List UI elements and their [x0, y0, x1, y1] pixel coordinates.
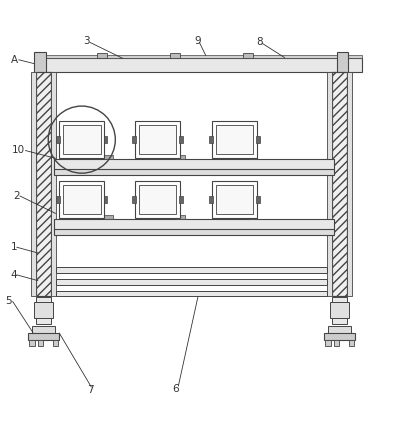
Bar: [54, 169, 334, 175]
Bar: [216, 125, 253, 155]
Bar: [34, 52, 46, 75]
Bar: [325, 340, 331, 346]
Bar: [135, 121, 180, 158]
Text: 9: 9: [194, 36, 201, 46]
Bar: [104, 215, 113, 219]
Bar: [104, 136, 107, 144]
Text: 7: 7: [87, 385, 93, 396]
Bar: [54, 219, 334, 230]
Bar: [56, 291, 327, 296]
Bar: [332, 72, 347, 296]
Bar: [330, 303, 349, 318]
Bar: [176, 215, 185, 219]
Bar: [327, 72, 332, 296]
Bar: [256, 136, 260, 144]
Bar: [256, 196, 260, 203]
Bar: [249, 215, 257, 219]
Bar: [36, 72, 51, 296]
Bar: [209, 196, 213, 203]
Bar: [332, 72, 347, 296]
Text: 2: 2: [13, 191, 20, 201]
Bar: [29, 333, 59, 340]
Bar: [349, 340, 354, 346]
Bar: [209, 136, 213, 144]
Bar: [32, 326, 55, 333]
Bar: [51, 72, 56, 296]
Bar: [63, 125, 101, 155]
Bar: [179, 136, 183, 144]
Text: 6: 6: [172, 384, 179, 394]
Text: 5: 5: [6, 296, 12, 306]
Bar: [56, 196, 60, 203]
Bar: [328, 326, 351, 333]
Bar: [53, 340, 58, 346]
Bar: [337, 52, 348, 75]
Text: 1: 1: [11, 242, 17, 252]
Bar: [170, 53, 180, 58]
Bar: [56, 136, 60, 144]
Text: A: A: [11, 54, 18, 65]
Bar: [104, 155, 113, 159]
Bar: [216, 185, 253, 214]
Bar: [347, 72, 352, 296]
Bar: [59, 121, 105, 158]
Bar: [139, 185, 176, 214]
Bar: [36, 58, 362, 72]
Text: 8: 8: [256, 37, 263, 47]
Bar: [54, 159, 334, 170]
Bar: [63, 185, 101, 214]
Bar: [135, 181, 180, 218]
Bar: [36, 54, 362, 58]
Bar: [212, 181, 257, 218]
Bar: [34, 303, 53, 318]
Bar: [132, 136, 136, 144]
Bar: [139, 125, 176, 155]
Bar: [56, 279, 327, 285]
Bar: [36, 297, 51, 324]
Bar: [56, 267, 327, 273]
Bar: [29, 340, 34, 346]
Bar: [36, 72, 51, 296]
Bar: [176, 155, 185, 159]
Bar: [332, 297, 347, 324]
Bar: [334, 340, 339, 346]
Bar: [54, 229, 334, 235]
Bar: [59, 181, 105, 218]
Bar: [97, 53, 107, 58]
Bar: [179, 196, 183, 203]
Bar: [244, 53, 253, 58]
Bar: [104, 196, 107, 203]
Text: 3: 3: [84, 36, 90, 46]
Bar: [249, 155, 257, 159]
Bar: [324, 333, 355, 340]
Bar: [38, 340, 43, 346]
Text: 10: 10: [12, 145, 25, 155]
Bar: [31, 72, 36, 296]
Bar: [212, 121, 257, 158]
Text: 4: 4: [11, 270, 17, 280]
Bar: [132, 196, 136, 203]
